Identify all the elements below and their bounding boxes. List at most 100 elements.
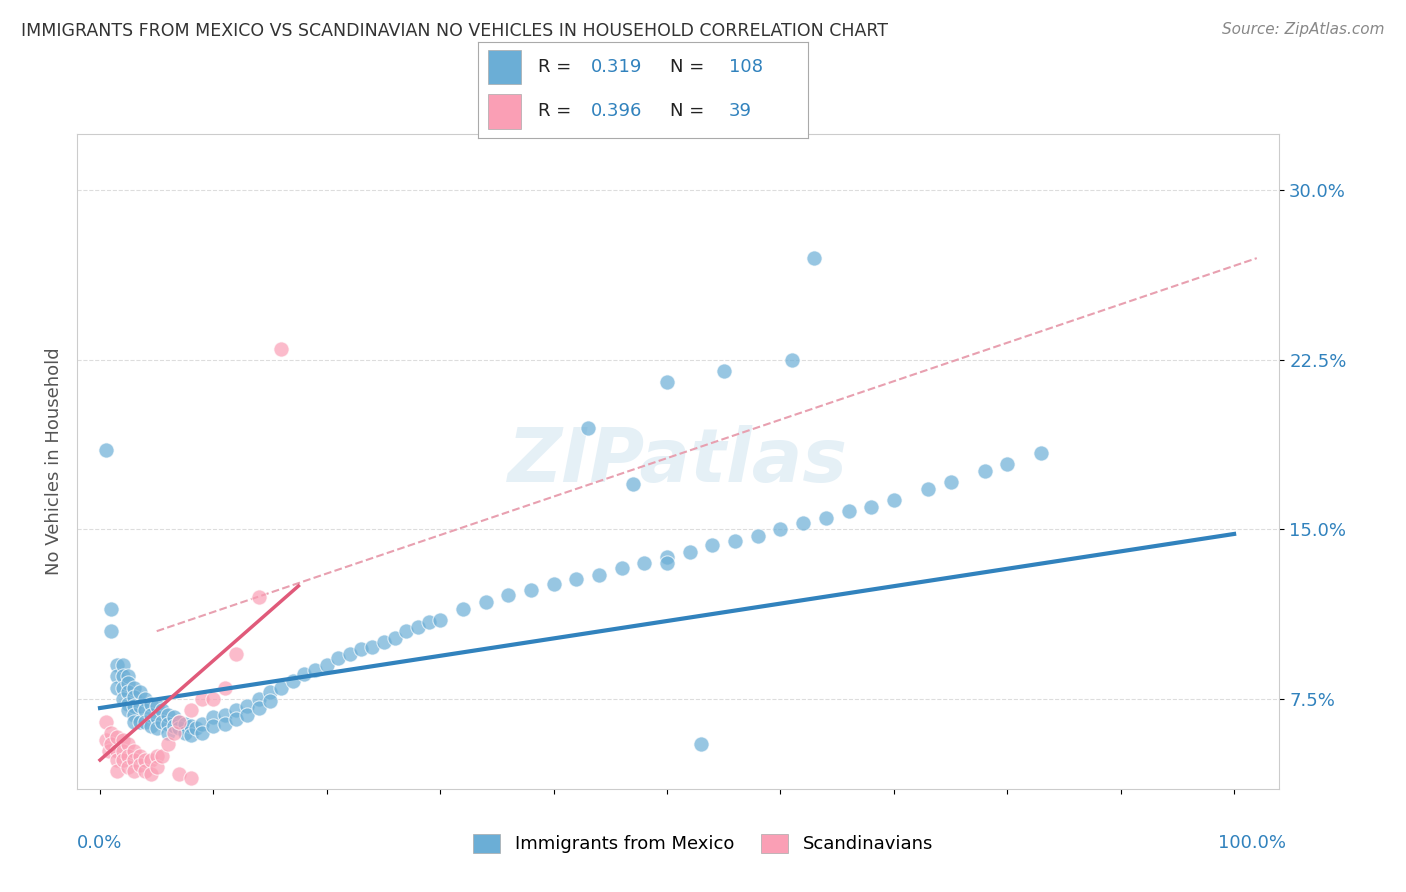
Point [247, 701, 270, 715]
Point [225, 647, 247, 661]
Point [180, 719, 202, 733]
Y-axis label: No Vehicles in Household: No Vehicles in Household [45, 348, 63, 575]
Point [117, 748, 139, 763]
Point [995, 457, 1018, 471]
Point [186, 722, 208, 736]
Point [174, 726, 197, 740]
Point [202, 710, 225, 724]
Text: 100.0%: 100.0% [1219, 834, 1286, 852]
Point [191, 692, 214, 706]
Point [281, 673, 304, 688]
Point [111, 753, 134, 767]
Point [702, 538, 724, 552]
Point [117, 703, 139, 717]
Point [128, 685, 150, 699]
Point [520, 583, 543, 598]
Point [174, 717, 197, 731]
Point [105, 669, 128, 683]
Point [429, 613, 451, 627]
Point [202, 719, 225, 733]
Point [122, 681, 145, 695]
Point [134, 714, 156, 729]
Point [814, 511, 837, 525]
Point [105, 744, 128, 758]
Point [111, 692, 134, 706]
Point [117, 737, 139, 751]
Point [98, 744, 121, 758]
Point [247, 591, 270, 605]
Point [474, 595, 496, 609]
FancyBboxPatch shape [488, 94, 522, 128]
Point [780, 352, 803, 367]
Point [139, 707, 162, 722]
Point [339, 647, 361, 661]
Point [214, 681, 236, 695]
Point [576, 420, 599, 434]
Point [588, 567, 610, 582]
Text: IMMIGRANTS FROM MEXICO VS SCANDINAVIAN NO VEHICLES IN HOUSEHOLD CORRELATION CHAR: IMMIGRANTS FROM MEXICO VS SCANDINAVIAN N… [21, 22, 889, 40]
FancyBboxPatch shape [488, 50, 522, 85]
Point [837, 504, 859, 518]
Point [270, 681, 292, 695]
Point [973, 464, 995, 478]
Point [111, 744, 134, 758]
Point [145, 698, 167, 713]
Point [122, 698, 145, 713]
Point [247, 692, 270, 706]
Point [111, 681, 134, 695]
Point [939, 475, 962, 489]
Point [117, 676, 139, 690]
Point [214, 707, 236, 722]
Point [860, 500, 883, 514]
Point [111, 658, 134, 673]
Point [128, 748, 150, 763]
Point [139, 697, 162, 711]
Point [747, 529, 769, 543]
Point [122, 714, 145, 729]
Point [180, 771, 202, 785]
Point [690, 737, 713, 751]
Point [350, 642, 373, 657]
Point [100, 601, 122, 615]
Point [191, 717, 214, 731]
Point [134, 753, 156, 767]
Point [191, 726, 214, 740]
Point [105, 731, 128, 745]
Text: ZIPatlas: ZIPatlas [509, 425, 848, 498]
Point [145, 748, 167, 763]
Point [395, 624, 418, 639]
Point [94, 443, 117, 458]
Point [134, 692, 156, 706]
Point [100, 624, 122, 639]
Point [145, 710, 167, 724]
Point [128, 757, 150, 772]
Point [292, 667, 315, 681]
Legend: Immigrants from Mexico, Scandinavians: Immigrants from Mexico, Scandinavians [465, 827, 941, 861]
Point [100, 737, 122, 751]
Point [180, 728, 202, 742]
Text: 0.0%: 0.0% [77, 834, 122, 852]
Point [105, 753, 128, 767]
Point [117, 697, 139, 711]
Text: R =: R = [537, 103, 576, 120]
Text: 0.319: 0.319 [591, 58, 641, 76]
Point [94, 714, 117, 729]
Point [169, 722, 191, 736]
Point [304, 663, 326, 677]
Point [169, 714, 191, 729]
Text: R =: R = [537, 58, 576, 76]
Point [236, 698, 259, 713]
Point [621, 477, 644, 491]
Point [180, 703, 202, 717]
Text: 108: 108 [730, 58, 763, 76]
Point [792, 516, 814, 530]
Point [111, 732, 134, 747]
Point [236, 707, 259, 722]
Point [451, 601, 474, 615]
Text: Source: ZipAtlas.com: Source: ZipAtlas.com [1222, 22, 1385, 37]
Point [679, 545, 702, 559]
Point [259, 694, 281, 708]
Point [713, 364, 735, 378]
Point [128, 698, 150, 713]
Point [163, 710, 186, 724]
